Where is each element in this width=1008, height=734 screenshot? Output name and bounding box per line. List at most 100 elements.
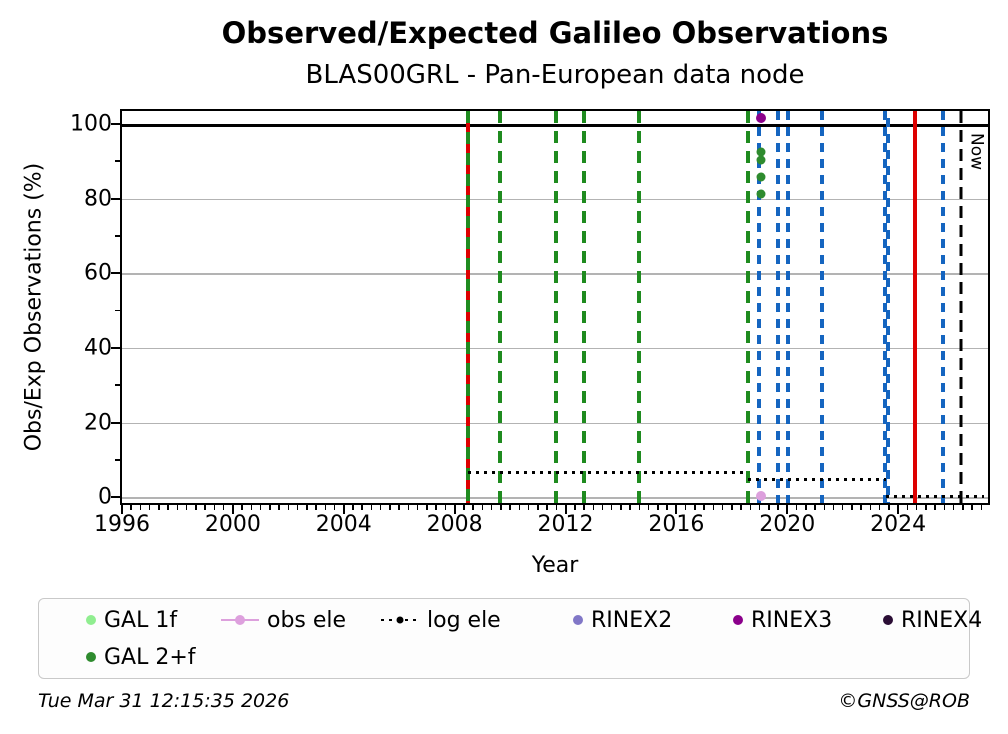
x-minor-tick bbox=[416, 505, 419, 510]
y-major-tick bbox=[111, 496, 120, 499]
x-minor-tick bbox=[795, 505, 798, 510]
event-line-green-dashed bbox=[746, 111, 751, 503]
y-minor-tick bbox=[115, 160, 120, 162]
x-minor-tick bbox=[222, 505, 225, 510]
timestamp: Tue Mar 31 12:15:35 2026 bbox=[38, 690, 290, 712]
x-minor-tick bbox=[463, 505, 465, 510]
x-minor-tick bbox=[167, 505, 169, 510]
x-minor-tick bbox=[241, 505, 243, 510]
x-minor-tick bbox=[287, 505, 290, 510]
x-minor-tick bbox=[878, 505, 881, 510]
x-minor-tick bbox=[851, 505, 853, 510]
x-minor-tick bbox=[426, 505, 428, 510]
legend-dot-icon bbox=[396, 616, 404, 624]
chart-subtitle: BLAS00GRL - Pan-European data node bbox=[305, 60, 805, 90]
y-tick-label: 20 bbox=[84, 410, 112, 436]
x-minor-tick bbox=[768, 505, 770, 510]
x-tick-label: 2016 bbox=[648, 512, 705, 537]
x-minor-tick bbox=[666, 505, 668, 510]
x-major-tick bbox=[121, 505, 123, 514]
y-major-tick bbox=[111, 272, 120, 275]
x-minor-tick bbox=[721, 505, 724, 510]
x-minor-tick bbox=[389, 505, 391, 510]
x-minor-tick bbox=[925, 505, 927, 510]
chart-title: Observed/Expected Galileo Observations bbox=[221, 16, 889, 50]
x-minor-tick bbox=[481, 505, 484, 510]
x-minor-tick bbox=[629, 505, 631, 510]
legend-label: RINEX4 bbox=[901, 607, 983, 633]
legend-label: obs ele bbox=[267, 607, 347, 633]
data-point-gal-2-f bbox=[756, 172, 766, 182]
x-minor-tick bbox=[712, 505, 715, 510]
x-minor-tick bbox=[592, 505, 594, 510]
y-tick-label: 80 bbox=[84, 186, 112, 212]
x-minor-tick bbox=[758, 505, 761, 510]
x-minor-tick bbox=[934, 505, 936, 510]
data-point-obs-ele bbox=[755, 491, 766, 502]
x-tick-label: 2024 bbox=[870, 512, 927, 537]
x-minor-tick bbox=[472, 505, 474, 510]
x-minor-tick bbox=[490, 505, 493, 510]
legend-dot-icon bbox=[86, 652, 96, 662]
x-major-tick bbox=[564, 505, 567, 514]
event-line-green-dashed bbox=[581, 111, 586, 503]
event-line-black-dashed bbox=[959, 111, 963, 503]
x-minor-tick bbox=[269, 505, 271, 510]
x-minor-tick bbox=[943, 505, 946, 510]
x-minor-tick bbox=[259, 505, 262, 510]
x-minor-tick bbox=[647, 505, 650, 510]
x-minor-tick bbox=[962, 505, 964, 510]
data-point-gal-2-f bbox=[756, 155, 766, 165]
x-minor-tick bbox=[315, 505, 317, 510]
x-minor-tick bbox=[694, 505, 696, 510]
copyright: ©GNSS@ROB bbox=[838, 690, 970, 712]
x-minor-tick bbox=[500, 505, 502, 510]
x-minor-tick bbox=[740, 505, 742, 510]
x-minor-tick bbox=[324, 505, 327, 510]
x-minor-tick bbox=[601, 505, 604, 510]
x-minor-tick bbox=[352, 505, 354, 510]
y-minor-tick bbox=[115, 309, 120, 312]
x-minor-tick bbox=[555, 505, 558, 510]
x-minor-tick bbox=[684, 505, 687, 510]
x-minor-tick bbox=[777, 505, 779, 510]
legend-item-gal-2-f: GAL 2+f bbox=[58, 645, 196, 670]
x-major-tick bbox=[453, 505, 456, 514]
x-minor-tick bbox=[509, 505, 511, 510]
x-minor-tick bbox=[444, 505, 447, 510]
x-minor-tick bbox=[546, 505, 548, 510]
event-line-green-red-dashed bbox=[466, 111, 471, 503]
event-line-blue-dashed bbox=[941, 111, 946, 503]
y-major-tick bbox=[111, 346, 120, 349]
x-minor-tick bbox=[333, 505, 336, 510]
x-minor-tick bbox=[213, 505, 216, 510]
event-line-blue-dashed-offset bbox=[885, 111, 890, 503]
x-major-tick bbox=[342, 505, 345, 514]
x-minor-tick bbox=[527, 505, 530, 510]
event-line-blue-dashed bbox=[819, 111, 824, 503]
event-line-blue-dashed bbox=[882, 111, 887, 503]
x-minor-tick bbox=[407, 505, 410, 510]
event-line-blue-dashed bbox=[785, 111, 790, 503]
x-major-tick bbox=[786, 505, 789, 514]
log-ele-segment bbox=[748, 478, 886, 482]
x-minor-tick bbox=[306, 505, 308, 510]
x-minor-tick bbox=[139, 505, 142, 510]
legend-line-dot-icon bbox=[221, 615, 259, 625]
x-minor-tick bbox=[537, 505, 539, 510]
event-line-green-dashed bbox=[636, 111, 641, 503]
legend-item-rinex4: RINEX4 bbox=[855, 607, 983, 633]
x-tick-label: 2004 bbox=[315, 512, 372, 537]
x-minor-tick bbox=[148, 505, 151, 510]
x-minor-tick bbox=[398, 505, 400, 510]
x-minor-tick bbox=[860, 505, 862, 510]
x-minor-tick bbox=[703, 505, 705, 510]
x-minor-tick bbox=[158, 505, 160, 510]
x-minor-tick bbox=[952, 505, 955, 510]
x-axis-label: Year bbox=[531, 553, 579, 578]
y-major-tick bbox=[111, 421, 120, 424]
x-minor-tick bbox=[518, 505, 521, 510]
data-point-gal-2-f bbox=[756, 147, 766, 157]
y-minor-tick bbox=[115, 459, 120, 461]
legend-item-gal-1f: GAL 1f bbox=[58, 608, 177, 633]
